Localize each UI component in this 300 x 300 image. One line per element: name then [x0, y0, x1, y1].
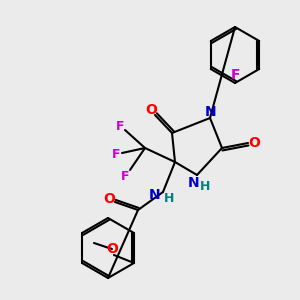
Text: F: F: [112, 148, 120, 161]
Text: F: F: [230, 68, 240, 82]
Text: F: F: [121, 169, 129, 182]
Text: N: N: [205, 105, 217, 119]
Text: N: N: [188, 176, 200, 190]
Text: O: O: [103, 192, 115, 206]
Text: N: N: [149, 188, 161, 202]
Text: H: H: [200, 181, 210, 194]
Text: H: H: [164, 191, 174, 205]
Text: O: O: [106, 242, 118, 256]
Text: O: O: [248, 136, 260, 150]
Text: F: F: [116, 119, 124, 133]
Text: O: O: [145, 103, 157, 117]
